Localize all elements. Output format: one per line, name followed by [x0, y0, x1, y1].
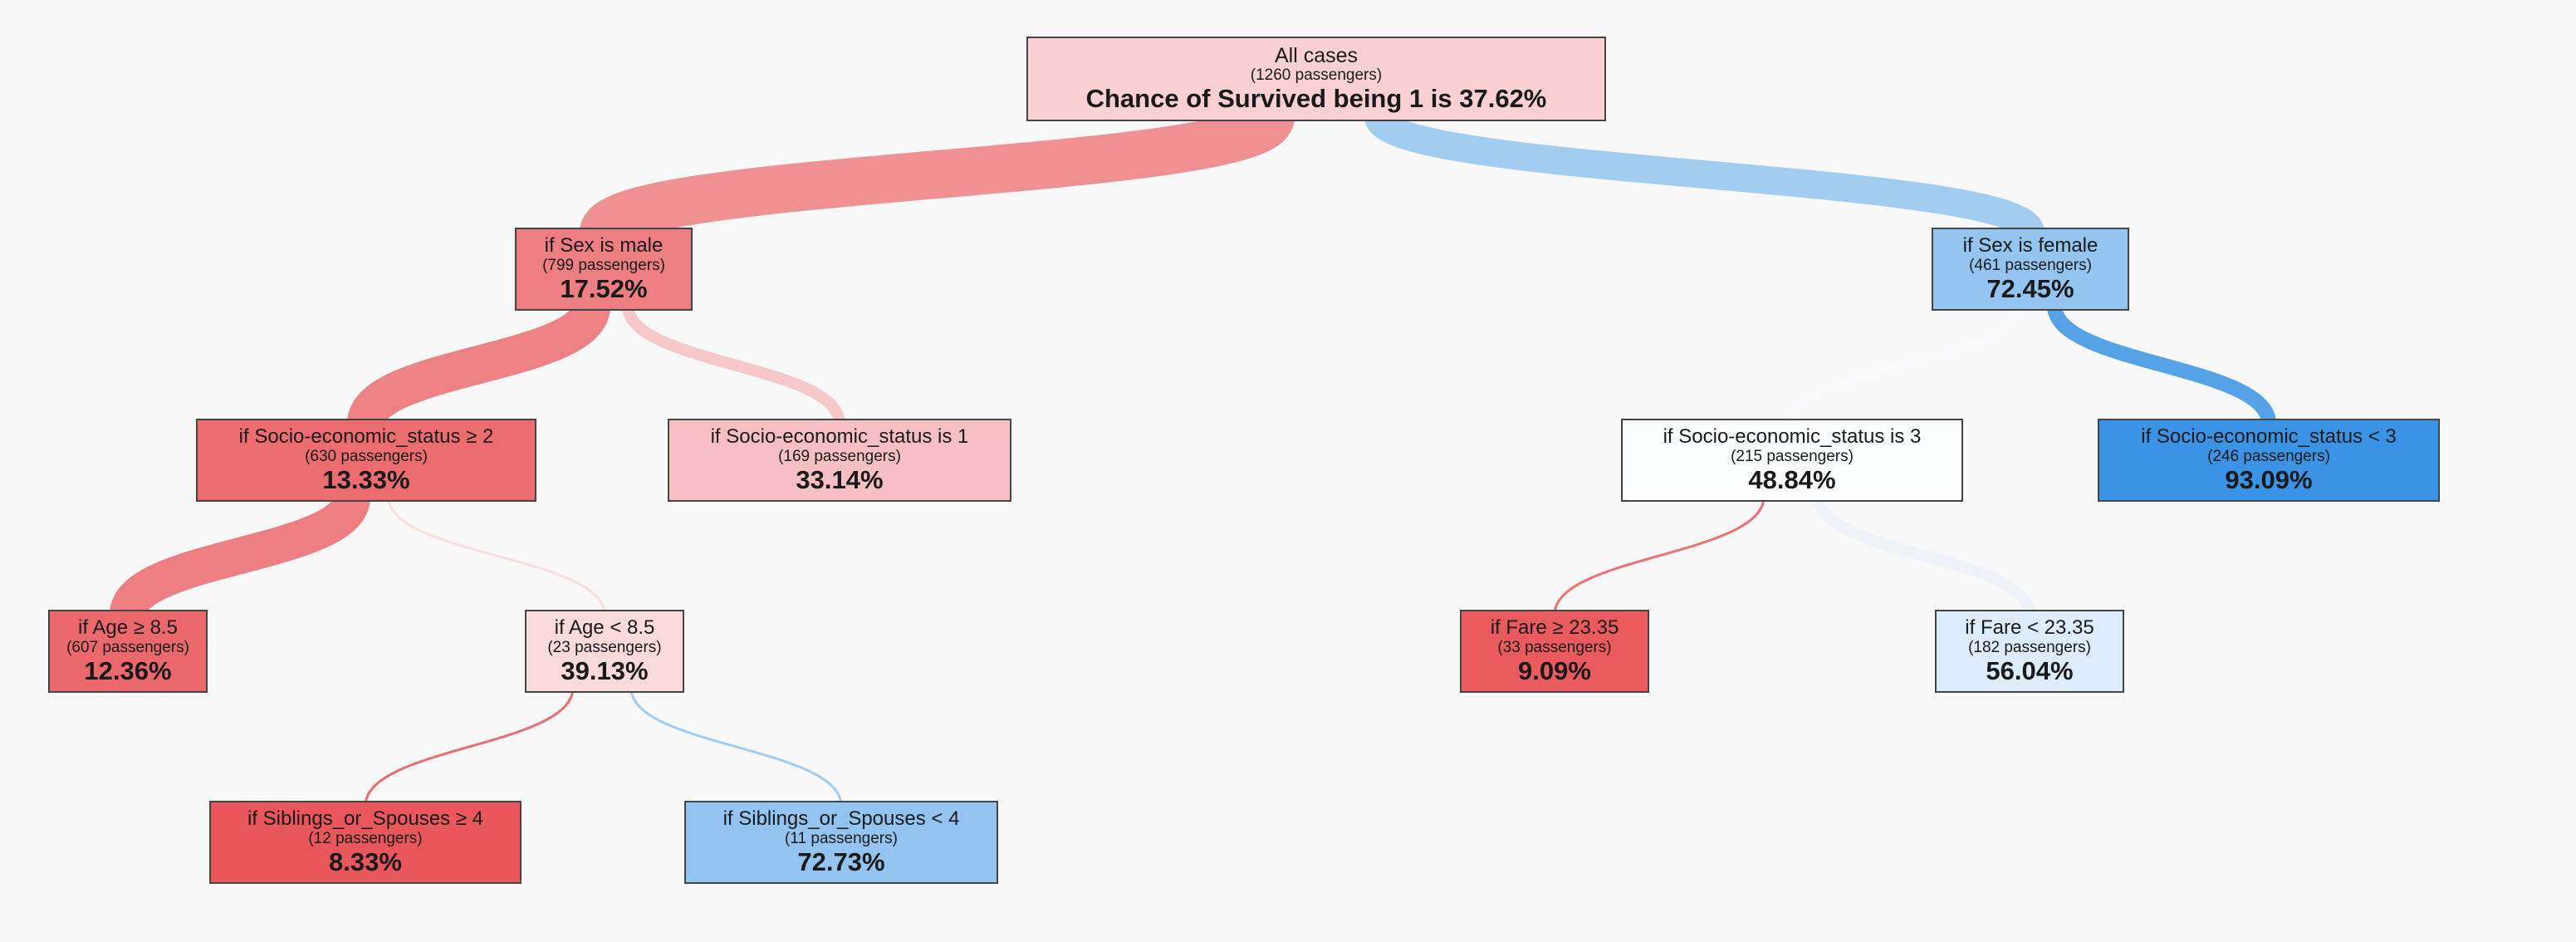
- edge-male_ses_ge2-to-age_ge: [110, 493, 370, 618]
- node-count: (607 passengers): [66, 638, 189, 656]
- node-percentage: 13.33%: [322, 464, 410, 494]
- node-percentage: 33.14%: [796, 464, 884, 494]
- edge-male-to-male_ses_ge2: [347, 302, 610, 428]
- node-condition: if Socio-economic_status ≥ 2: [238, 425, 494, 449]
- tree-node-sib_lt[interactable]: if Siblings_or_Spouses < 4 (11 passengers…: [684, 801, 998, 884]
- node-percentage: Chance of Survived being 1 is 37.62%: [1085, 84, 1547, 114]
- edge-age_lt-to-sib_ge: [364, 687, 575, 807]
- node-percentage: 56.04%: [1986, 655, 2074, 685]
- node-condition: if Siblings_or_Spouses < 4: [722, 807, 960, 831]
- node-percentage: 72.73%: [797, 846, 885, 876]
- tree-node-female[interactable]: if Sex is female (461 passengers) 72.45%: [1932, 228, 2129, 311]
- node-count: (246 passengers): [2207, 447, 2330, 465]
- edge-age_lt-to-sib_lt: [629, 687, 843, 807]
- node-condition: if Age ≥ 8.5: [78, 616, 178, 640]
- node-percentage: 39.13%: [561, 655, 649, 685]
- node-count: (215 passengers): [1731, 447, 1854, 465]
- node-condition: if Socio-economic_status is 1: [710, 425, 969, 449]
- edge-root-to-male: [580, 103, 1295, 246]
- tree-node-age_ge[interactable]: if Age ≥ 8.5 (607 passengers) 12.36%: [48, 610, 208, 693]
- node-count: (182 passengers): [1968, 638, 2091, 656]
- edge-female_ses3-to-fare_lt: [1813, 495, 2035, 616]
- node-condition: if Siblings_or_Spouses ≥ 4: [247, 807, 483, 831]
- node-condition: if Sex is male: [544, 234, 664, 258]
- node-count: (169 passengers): [778, 447, 901, 465]
- edge-root-to-female: [1364, 110, 2045, 238]
- tree-node-male_ses1[interactable]: if Socio-economic_status is 1 (169 passen…: [668, 419, 1011, 502]
- node-percentage: 93.09%: [2225, 464, 2313, 494]
- node-percentage: 9.09%: [1518, 655, 1591, 685]
- tree-node-fare_ge[interactable]: if Fare ≥ 23.35 (33 passengers) 9.09%: [1460, 610, 1649, 693]
- edge-male-to-male_ses1: [622, 304, 845, 425]
- node-condition: All cases: [1274, 43, 1359, 67]
- node-count: (461 passengers): [1969, 256, 2092, 274]
- node-count: (33 passengers): [1497, 638, 1612, 656]
- node-percentage: 48.84%: [1748, 464, 1836, 494]
- tree-node-female_ses_lt3[interactable]: if Socio-economic_status < 3 (246 passeng…: [2098, 419, 2440, 502]
- node-condition: if Socio-economic_status < 3: [2141, 425, 2397, 449]
- edge-male_ses_ge2-to-age_lt: [387, 496, 606, 616]
- node-count: (799 passengers): [542, 256, 665, 274]
- node-count: (12 passengers): [308, 829, 423, 847]
- node-condition: if Age < 8.5: [554, 616, 655, 640]
- tree-node-root[interactable]: All cases (1260 passengers) Chance of Surv…: [1026, 37, 1606, 121]
- node-condition: if Fare ≥ 23.35: [1490, 616, 1619, 640]
- node-percentage: 12.36%: [84, 655, 172, 685]
- tree-node-male[interactable]: if Sex is male (799 passengers) 17.52%: [515, 228, 693, 311]
- node-percentage: 17.52%: [560, 273, 648, 303]
- node-count: (11 passengers): [785, 829, 898, 847]
- node-count: (630 passengers): [305, 447, 428, 465]
- edge-female_ses3-to-fare_ge: [1553, 496, 1765, 616]
- node-condition: if Sex is female: [1962, 234, 2099, 258]
- edge-female-to-female_ses_lt3: [2047, 304, 2276, 425]
- tree-node-sib_ge[interactable]: if Siblings_or_Spouses ≥ 4 (12 passengers…: [209, 801, 522, 884]
- node-percentage: 8.33%: [329, 846, 402, 876]
- node-percentage: 72.45%: [1986, 273, 2074, 303]
- tree-node-male_ses_ge2[interactable]: if Socio-economic_status ≥ 2 (630 passeng…: [196, 419, 536, 502]
- tree-node-female_ses3[interactable]: if Socio-economic_status is 3 (215 passen…: [1621, 419, 1963, 502]
- node-count: (23 passengers): [547, 638, 662, 656]
- node-condition: if Socio-economic_status is 3: [1663, 425, 1922, 449]
- tree-node-age_lt[interactable]: if Age < 8.5 (23 passengers) 39.13%: [525, 610, 684, 693]
- node-condition: if Fare < 23.35: [1965, 616, 2094, 640]
- edge-female-to-female_ses3: [1785, 304, 2025, 425]
- node-count: (1260 passengers): [1250, 66, 1383, 85]
- tree-node-fare_lt[interactable]: if Fare < 23.35 (182 passengers) 56.04%: [1935, 610, 2124, 693]
